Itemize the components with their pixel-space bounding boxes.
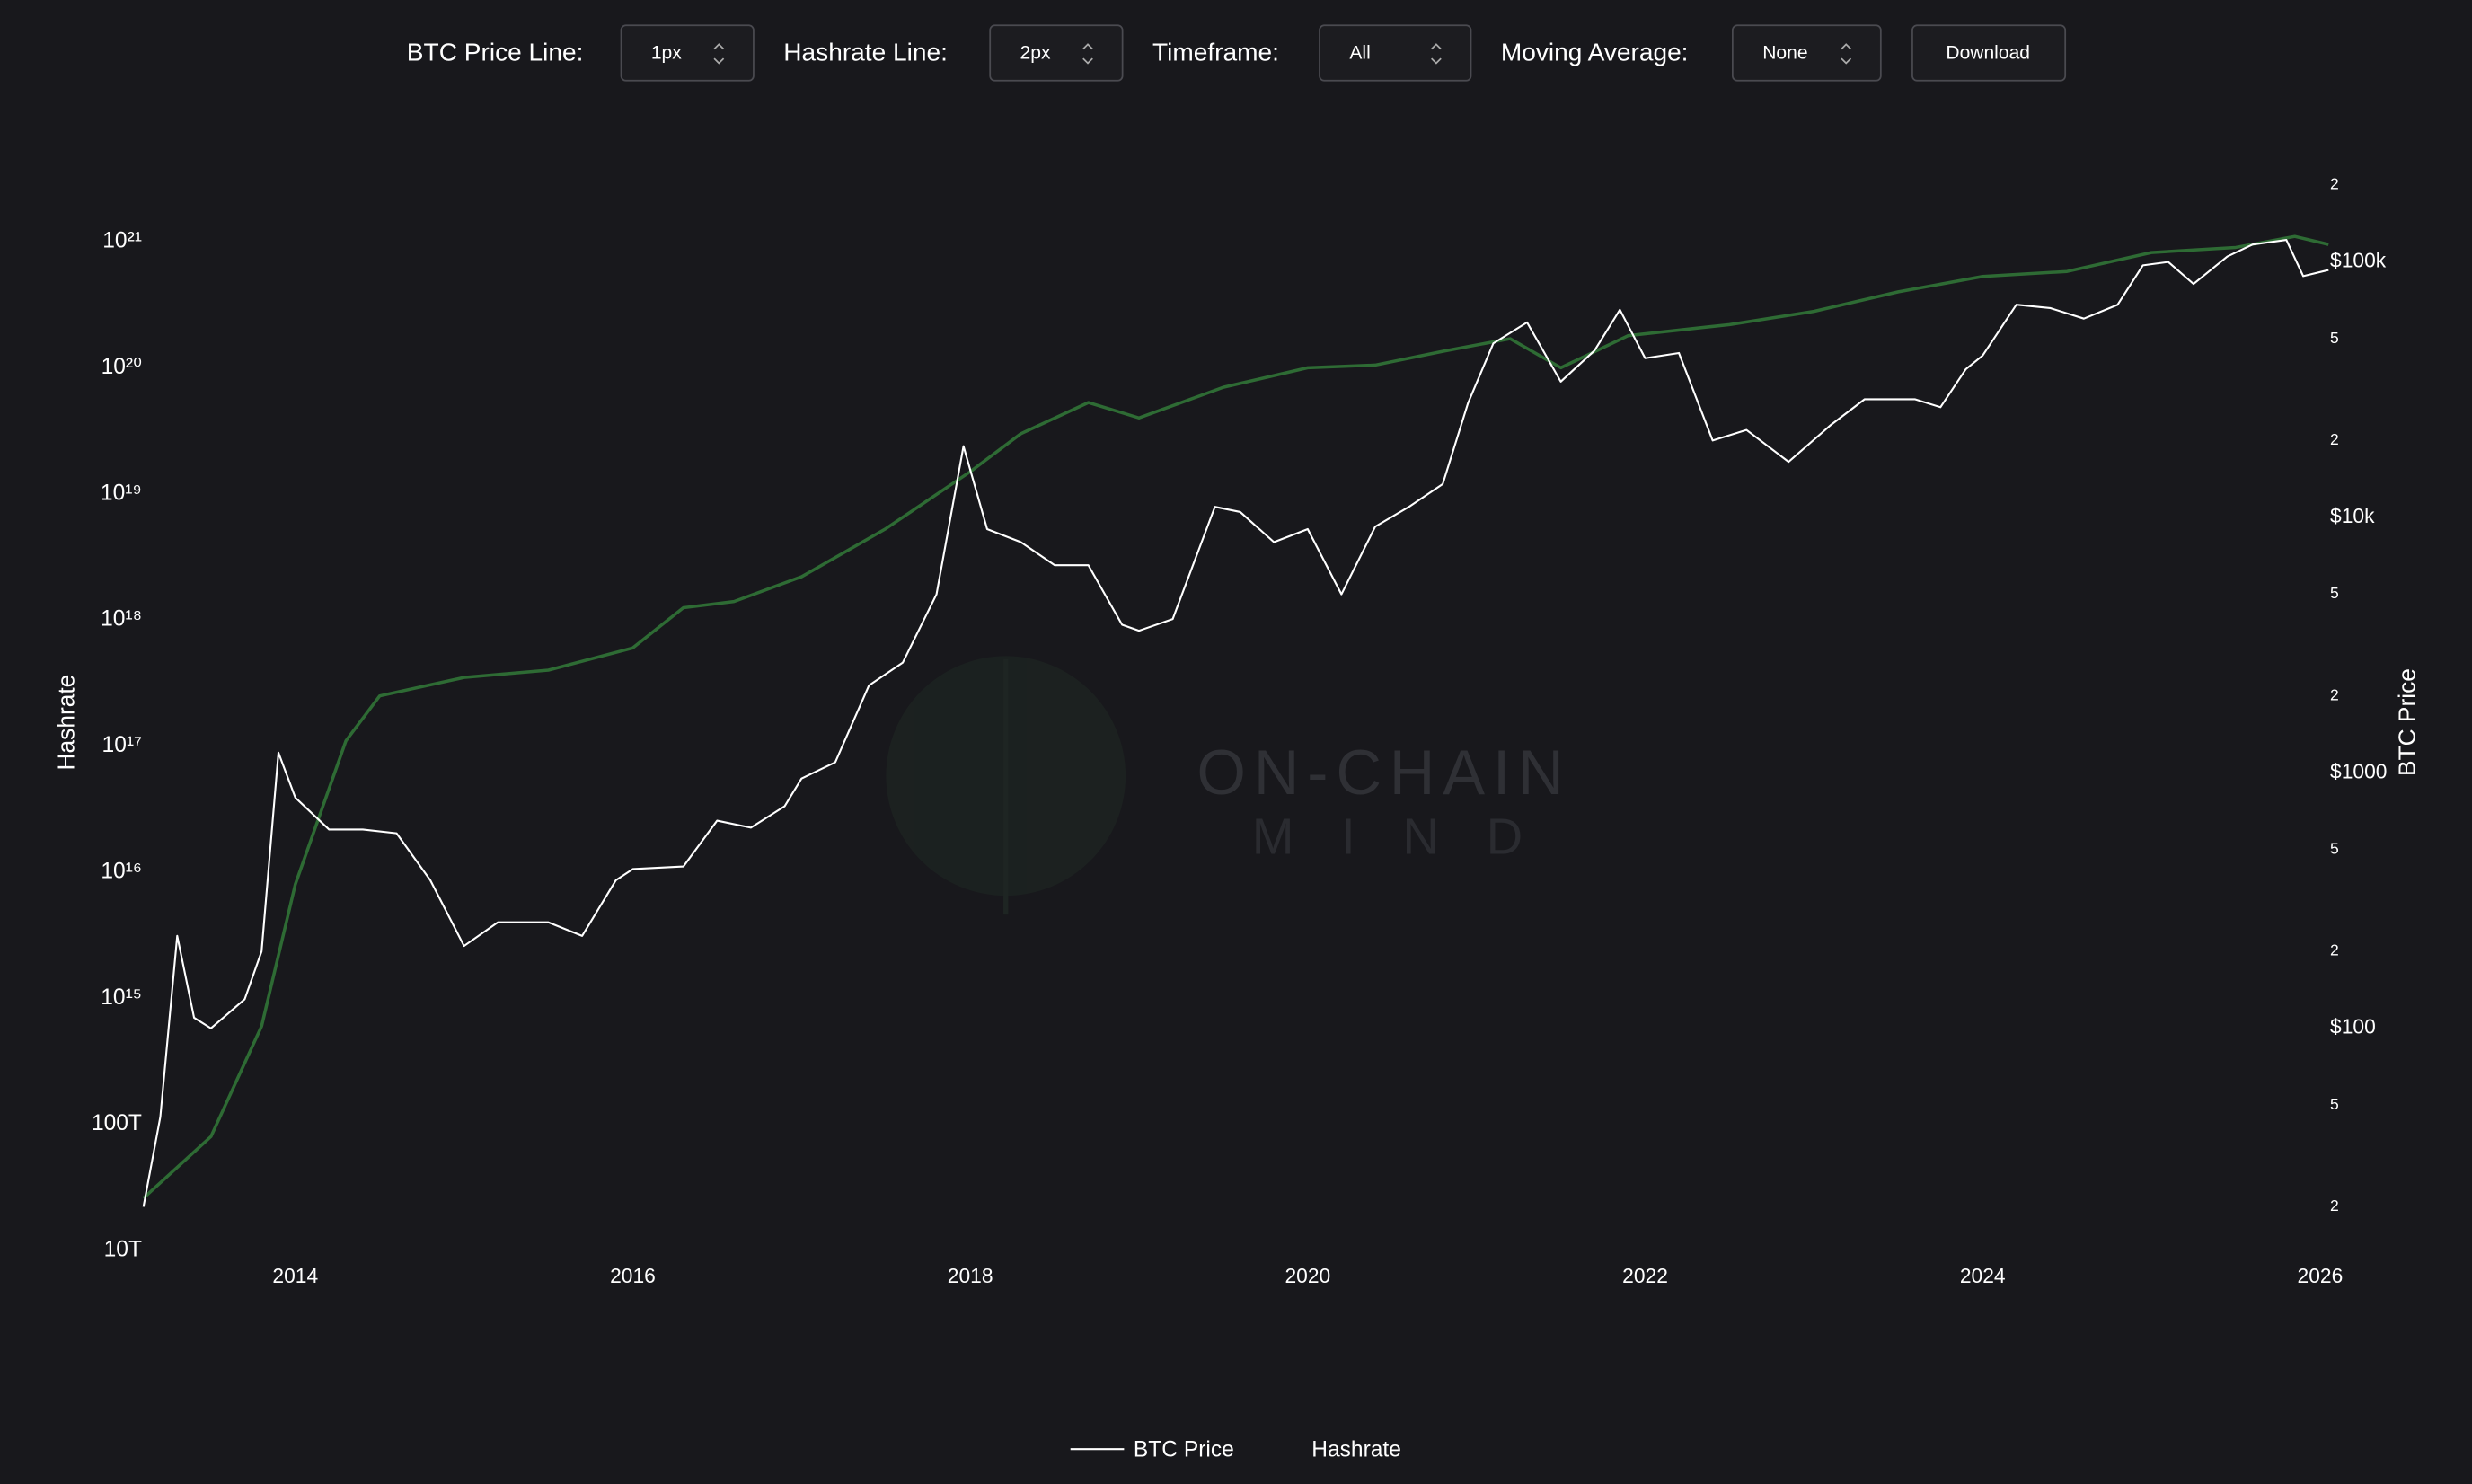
x-tick-label: 2020 [1285, 1264, 1330, 1287]
y2-tick-label: 5 [2330, 840, 2339, 858]
select-value[interactable]: None [1762, 42, 1807, 63]
y-tick-label: 10¹⁶ [101, 859, 142, 883]
y-tick-label: 10²⁰ [102, 355, 143, 379]
download-button[interactable] [1911, 24, 2067, 82]
select-value[interactable]: 1px [651, 42, 682, 63]
select-box[interactable] [1319, 24, 1472, 82]
select-value[interactable]: 2px [1020, 42, 1051, 63]
y-tick-label: 10¹⁵ [101, 985, 142, 1010]
select-box[interactable] [989, 24, 1124, 82]
select-chevron [713, 43, 725, 65]
y-axis-title: Hashrate [52, 675, 79, 771]
watermark-text: ON-CHAIN [1196, 737, 1571, 808]
x-tick-label: 2016 [610, 1264, 656, 1287]
select-value[interactable]: All [1349, 42, 1370, 63]
x-tick-label: 2026 [2298, 1264, 2344, 1287]
control-label: Timeframe: [1152, 38, 1279, 66]
y2-tick-label: $1000 [2330, 759, 2387, 782]
y-tick-label: 10²¹ [102, 229, 142, 253]
y2-tick-label: 5 [2330, 1095, 2339, 1113]
y-tick-label: 10¹⁹ [101, 481, 142, 505]
watermark [886, 656, 1126, 915]
series-line [142, 234, 2329, 1200]
y2-tick-label: 2 [2330, 175, 2339, 193]
y-tick-label: 10T [104, 1238, 142, 1262]
watermark-text: MIND [1252, 808, 1570, 865]
y2-tick-label: $100 [2330, 1015, 2376, 1038]
x-tick-label: 2022 [1622, 1264, 1668, 1287]
select-box[interactable] [620, 24, 755, 82]
control-label: Hashrate Line: [783, 38, 948, 66]
x-tick-label: 2014 [272, 1264, 318, 1287]
x-tick-label: 2024 [1960, 1264, 2006, 1287]
select-chevron [1841, 43, 1852, 65]
select-box[interactable] [1731, 24, 1882, 82]
y2-tick-label: 2 [2330, 941, 2339, 959]
legend-label: BTC Price [1134, 1437, 1234, 1462]
y-tick-label: 100T [92, 1111, 142, 1135]
y2-tick-label: 2 [2330, 685, 2339, 703]
y2-tick-label: $100k [2330, 249, 2387, 272]
legend-label: Hashrate [1311, 1437, 1401, 1462]
y2-tick-label: $10k [2330, 504, 2375, 527]
series-line [142, 238, 2329, 1207]
control-label: Moving Average: [1501, 38, 1689, 66]
y-tick-label: 10¹⁷ [102, 733, 142, 757]
control-label: BTC Price Line: [407, 38, 584, 66]
select-chevron [1082, 43, 1093, 65]
y2-tick-label: 5 [2330, 584, 2339, 602]
select-chevron [1431, 43, 1442, 65]
y2-tick-label: 2 [2330, 1197, 2339, 1215]
y2-axis-title: BTC Price [2394, 668, 2421, 776]
y2-tick-label: 2 [2330, 430, 2339, 448]
y-tick-label: 10¹⁸ [101, 607, 142, 632]
y2-tick-label: 5 [2330, 329, 2339, 347]
download-label[interactable]: Download [1946, 42, 2030, 63]
x-tick-label: 2018 [948, 1264, 993, 1287]
